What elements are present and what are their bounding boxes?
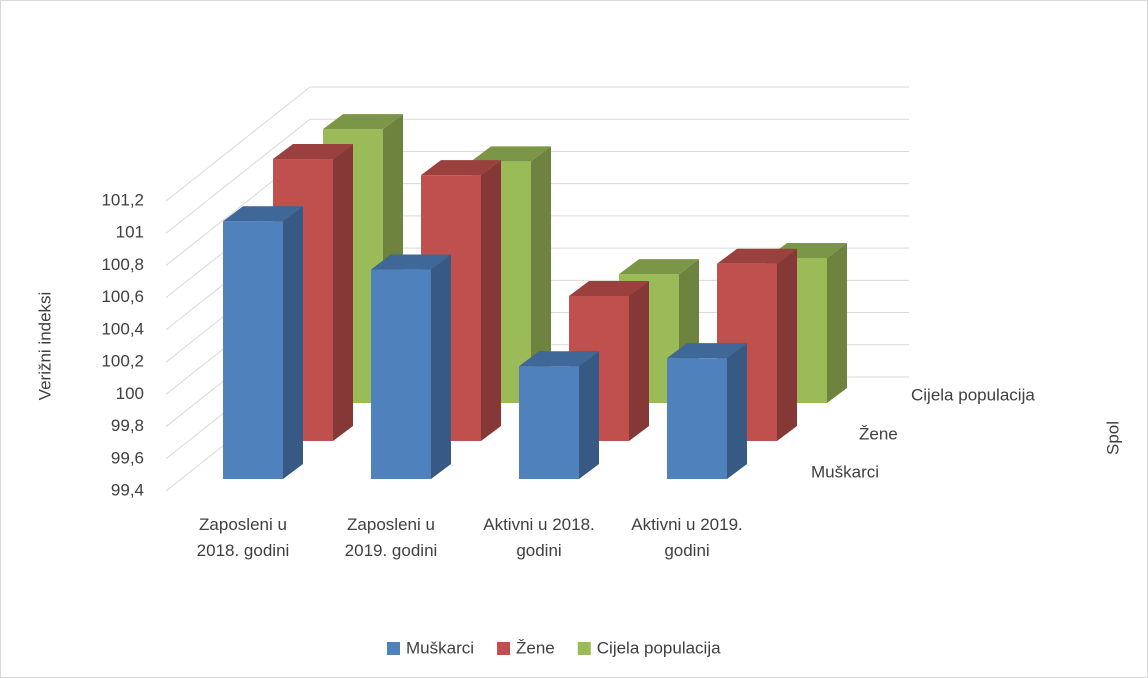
grid-line	[165, 86, 909, 202]
bar-top	[273, 144, 353, 160]
y-tick-label: 100,2	[101, 352, 144, 371]
bar	[371, 254, 451, 479]
bar-top	[323, 114, 403, 130]
bar	[519, 351, 599, 479]
y-tick-label: 101,2	[101, 190, 144, 209]
y-tick-label: 99,4	[111, 480, 144, 499]
bar-front	[371, 269, 431, 479]
y-tick-label: 101	[116, 223, 144, 242]
z-tick-label: Cijela populacija	[911, 385, 1035, 404]
bar-front	[667, 358, 727, 479]
legend-swatch	[497, 642, 511, 655]
y-tick-label: 100,6	[101, 287, 144, 306]
bar-front	[223, 221, 283, 479]
grid-line	[165, 118, 909, 234]
bar-top	[471, 146, 551, 162]
z-tick-label: Muškarci	[811, 462, 879, 481]
bar-side	[777, 248, 797, 441]
bar-side	[579, 351, 599, 479]
bar-side	[531, 146, 551, 404]
y-tick-label: 99,6	[111, 448, 144, 467]
bar-side	[629, 281, 649, 441]
bar-top	[223, 206, 303, 222]
y-axis-title: Verižni indeksi	[35, 292, 54, 401]
bar-side	[431, 254, 451, 479]
z-tick-label: Žene	[859, 424, 898, 443]
bar-side	[727, 343, 747, 479]
bar-top	[717, 248, 797, 264]
bar-top	[421, 160, 501, 176]
y-tick-label: 100	[116, 384, 144, 403]
bar-top	[619, 259, 699, 275]
bar-side	[283, 206, 303, 479]
bar-front	[519, 366, 579, 479]
bar-top	[667, 343, 747, 359]
x-tick-label: Aktivni u 2018. godini	[483, 515, 595, 560]
legend-label: Žene	[516, 638, 555, 657]
bar-top	[519, 351, 599, 367]
y-tick-label: 100,4	[101, 319, 144, 338]
bar-side	[827, 243, 847, 403]
legend-swatch	[577, 642, 591, 655]
legend-label: Cijela populacija	[597, 638, 721, 657]
legend-label: Muškarci	[406, 638, 474, 657]
x-tick-label: Zaposleni u 2018. godini	[196, 515, 290, 560]
bar-top	[569, 281, 649, 296]
legend-swatch	[387, 642, 400, 655]
x-tick-label: Aktivni u 2019. godini	[631, 515, 743, 560]
bar-top	[371, 254, 451, 270]
y-tick-label: 99,8	[111, 416, 144, 435]
z-axis-title: Spol	[1103, 421, 1122, 455]
x-tick-label: Zaposleni u 2019. godini	[344, 515, 438, 560]
bar-side	[481, 160, 501, 441]
bar-side	[333, 144, 353, 442]
y-tick-label: 100,8	[101, 255, 144, 274]
bar	[667, 343, 747, 479]
bar	[223, 206, 303, 479]
